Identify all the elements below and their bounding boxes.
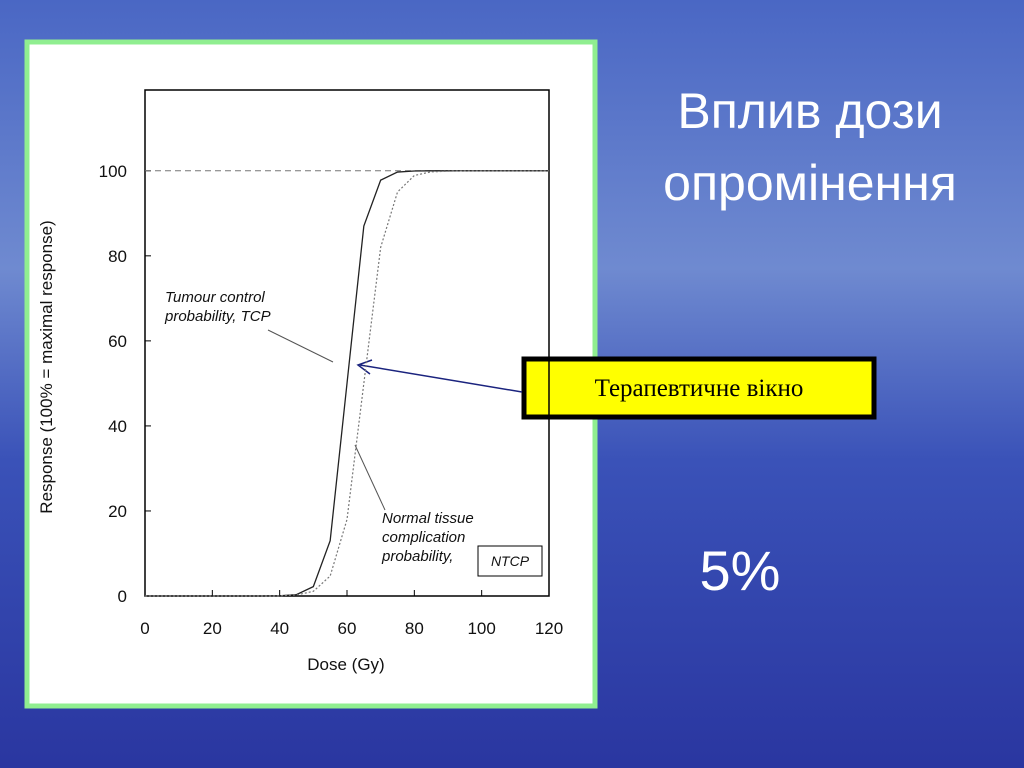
- x-tick-label: 120: [535, 619, 563, 638]
- leader-line: [354, 444, 386, 511]
- y-tick-label: 80: [108, 247, 127, 266]
- leader-line: [267, 329, 334, 363]
- chart-panel: [24, 39, 598, 709]
- x-tick-label: 100: [467, 619, 495, 638]
- annotation: probability, TCP: [164, 308, 271, 325]
- x-tick-label: 20: [203, 619, 222, 638]
- y-tick-label: 40: [108, 417, 127, 436]
- arrow-head: [356, 359, 373, 375]
- y-axis-label: Response (100% = maximal response): [37, 220, 56, 513]
- x-axis-label: Dose (Gy): [307, 655, 384, 674]
- annotation: probability,: [381, 548, 453, 565]
- arrow: [359, 364, 523, 393]
- note: 5%: [700, 539, 781, 602]
- x-tick-label: 0: [140, 619, 149, 638]
- slide-title: опромінення: [663, 155, 957, 211]
- y-tick-label: 20: [108, 502, 127, 521]
- line-ntcp: [145, 170, 549, 597]
- annotation: Normal tissue: [382, 510, 474, 527]
- slide-title: Вплив дози: [677, 83, 942, 139]
- callout: Терапевтичне вікно: [595, 375, 804, 402]
- callout-box: [521, 356, 877, 420]
- x-tick-label: 60: [338, 619, 357, 638]
- x-tick-label: 80: [405, 619, 424, 638]
- y-tick-label: 0: [118, 587, 127, 606]
- annotation: complication: [382, 529, 465, 546]
- annotation: Tumour control: [165, 289, 265, 306]
- annotation-box: [477, 545, 543, 577]
- x-tick-label: 40: [270, 619, 289, 638]
- annotation: NTCP: [491, 553, 530, 569]
- y-tick-label: 100: [99, 162, 127, 181]
- y-tick-label: 60: [108, 332, 127, 351]
